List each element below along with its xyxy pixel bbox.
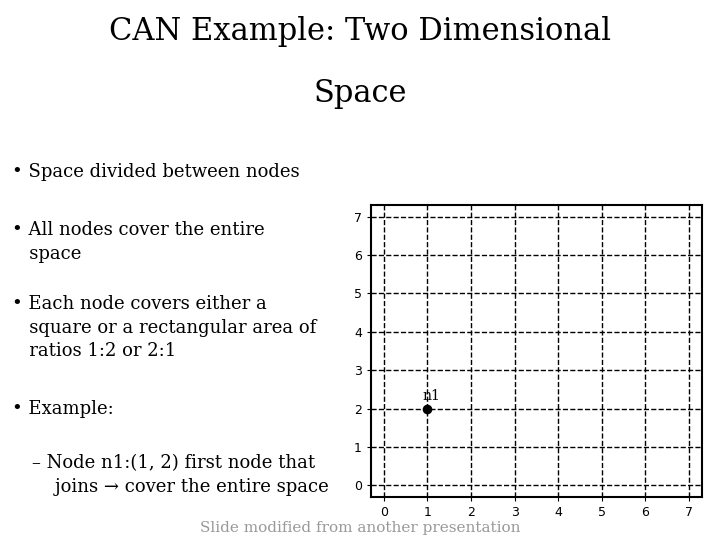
Text: Slide modified from another presentation: Slide modified from another presentation [199,521,521,535]
Text: Space: Space [313,78,407,109]
Text: CAN Example: Two Dimensional: CAN Example: Two Dimensional [109,16,611,47]
Text: • Each node covers either a
   square or a rectangular area of
   ratios 1:2 or : • Each node covers either a square or a … [12,295,316,360]
Text: • All nodes cover the entire
   space: • All nodes cover the entire space [12,221,265,263]
Text: – Node n1:(1, 2) first node that
    joins → cover the entire space: – Node n1:(1, 2) first node that joins →… [32,455,329,496]
Point [422,404,433,413]
Text: n1: n1 [422,389,440,403]
Text: • Space divided between nodes: • Space divided between nodes [12,163,300,181]
Text: • Example:: • Example: [12,400,114,418]
